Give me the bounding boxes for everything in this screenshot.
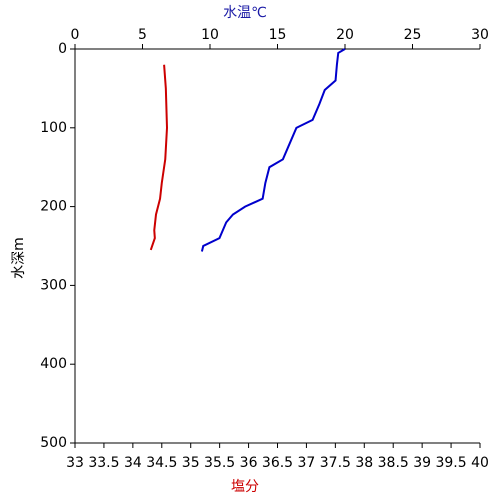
x2-tick-label: 20 — [336, 27, 354, 43]
y-tick-label: 200 — [40, 199, 67, 215]
x2-axis-title: 水温℃ — [223, 5, 267, 21]
y-axis-title: 水深m — [11, 237, 27, 279]
x-tick-label: 34.5 — [146, 455, 177, 471]
y-tick-label: 400 — [40, 356, 67, 372]
profile-line — [149, 64, 168, 251]
x-tick-label: 33.5 — [88, 455, 119, 471]
x-axis-title: 塩分 — [231, 479, 259, 495]
y-tick-label: 300 — [40, 277, 67, 293]
x2-tick-label: 10 — [201, 27, 219, 43]
x-tick-label: 39.5 — [435, 455, 466, 471]
x2-tick-label: 5 — [138, 27, 147, 43]
y-tick-label: 0 — [58, 41, 67, 57]
x2-tick-label: 25 — [404, 27, 422, 43]
y-tick-label: 100 — [40, 120, 67, 136]
x-tick-label: 40 — [471, 455, 489, 471]
x-tick-label: 33 — [66, 455, 84, 471]
x-tick-label: 36 — [240, 455, 258, 471]
x-tick-label: 38 — [355, 455, 373, 471]
x2-tick-label: 30 — [471, 27, 489, 43]
x-tick-label: 35.5 — [204, 455, 235, 471]
x-tick-label: 38.5 — [378, 455, 409, 471]
profile-line — [200, 48, 346, 252]
x2-tick-label: 15 — [269, 27, 287, 43]
x2-tick-label: 0 — [71, 27, 80, 43]
x-tick-label: 39 — [413, 455, 431, 471]
x-tick-label: 35 — [182, 455, 200, 471]
x-tick-label: 37 — [298, 455, 316, 471]
x-tick-label: 37.5 — [320, 455, 351, 471]
x-tick-label: 36.5 — [262, 455, 293, 471]
x-tick-label: 34 — [124, 455, 142, 471]
y-tick-label: 500 — [40, 435, 67, 451]
